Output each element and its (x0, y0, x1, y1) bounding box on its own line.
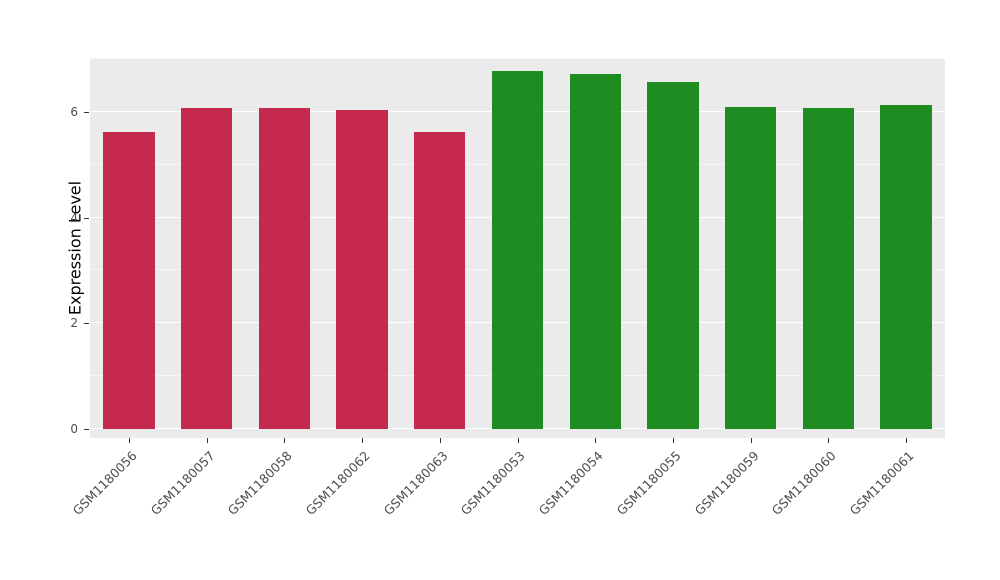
x-tick-mark (906, 438, 908, 443)
bar-GSM1180055 (647, 82, 699, 429)
bar-GSM1180059 (725, 106, 777, 429)
x-tick-mark (284, 438, 286, 443)
y-tick-mark (84, 323, 89, 325)
bar-GSM1180057 (180, 107, 233, 429)
y-axis-title: Expression Level (65, 180, 85, 316)
x-tick-label: GSM1180061 (846, 448, 917, 519)
x-tick-mark (517, 438, 519, 443)
y-tick-label: 4 (70, 210, 78, 225)
x-tick-label: GSM1180057 (147, 448, 218, 519)
x-tick-label: GSM1180062 (302, 448, 373, 519)
x-tick-label: GSM1180059 (691, 448, 762, 519)
x-tick-label: GSM1180054 (535, 448, 606, 519)
x-tick-mark (672, 438, 674, 443)
x-tick-mark (595, 438, 597, 443)
bar-GSM1180058 (258, 107, 310, 429)
x-tick-mark (750, 438, 752, 443)
bar-GSM1180054 (569, 74, 621, 429)
bar-GSM1180056 (103, 131, 155, 429)
y-tick-mark (84, 217, 89, 219)
y-tick-mark (84, 111, 89, 113)
bar-GSM1180053 (491, 71, 544, 429)
y-tick-mark (84, 429, 89, 430)
x-tick-label: GSM1180056 (69, 448, 140, 519)
x-tick-label: GSM1180063 (380, 448, 451, 519)
y-tick-label: 0 (70, 422, 78, 436)
x-tick-label: GSM1180055 (613, 448, 684, 519)
y-tick-label: 2 (70, 316, 78, 331)
x-tick-mark (439, 438, 441, 443)
bar-GSM1180060 (802, 108, 855, 429)
x-tick-label: GSM1180053 (458, 448, 529, 519)
bar-GSM1180062 (336, 110, 388, 429)
x-tick-label: GSM1180060 (768, 448, 840, 519)
bar-GSM1180063 (414, 131, 466, 429)
x-tick-label: GSM1180058 (224, 448, 295, 519)
x-tick-mark (828, 438, 830, 443)
x-tick-mark (362, 438, 364, 443)
y-tick-label: 6 (70, 104, 78, 119)
chart-panel (90, 58, 945, 438)
x-tick-mark (128, 438, 130, 443)
bar-GSM1180061 (880, 105, 932, 429)
gridline-minor (90, 58, 945, 59)
x-tick-mark (206, 438, 208, 443)
